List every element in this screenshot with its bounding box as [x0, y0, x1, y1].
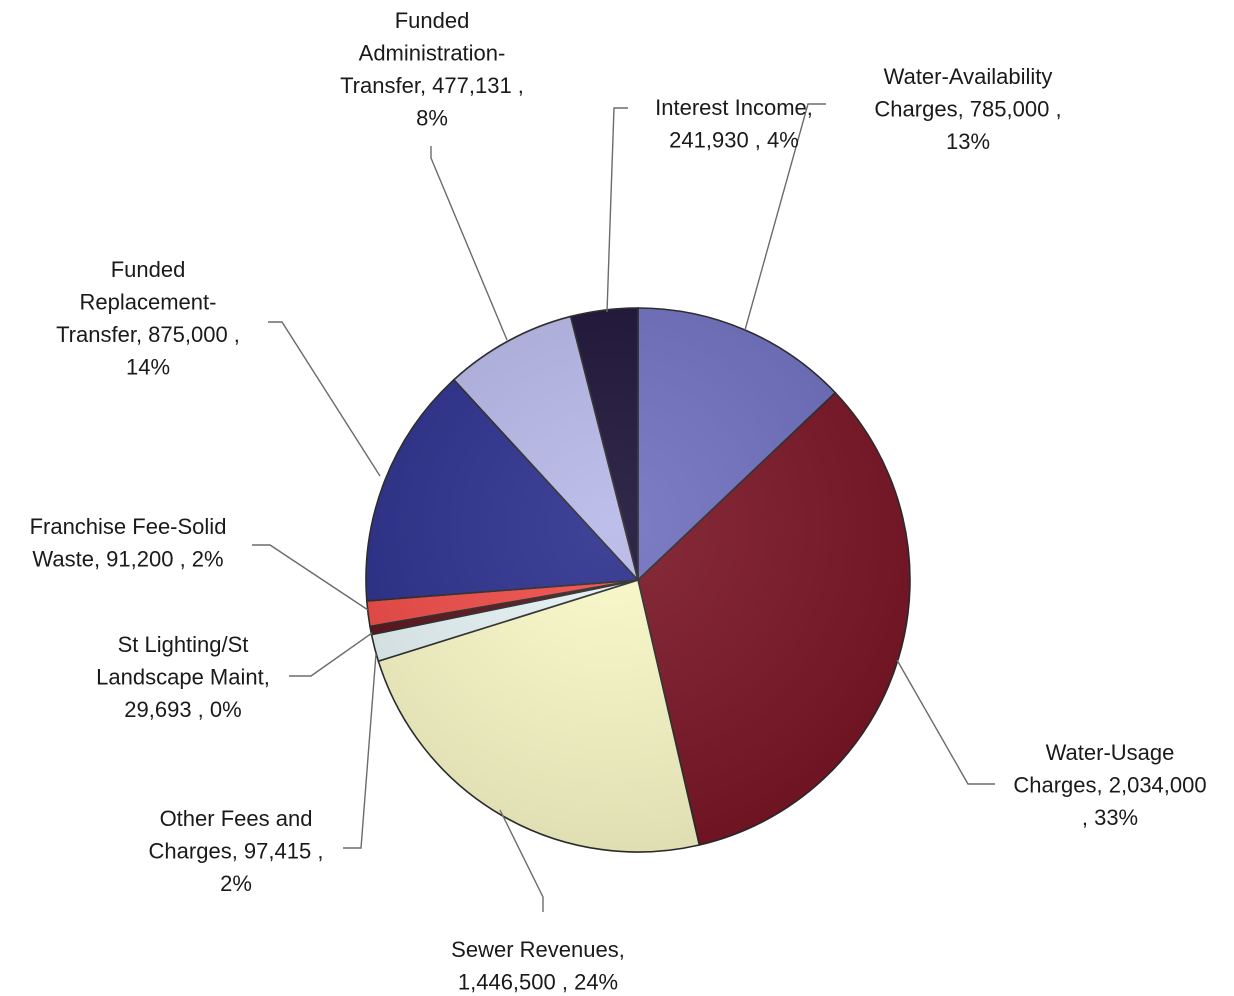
data-label-line: 13% — [946, 129, 990, 154]
data-label-interest-income: Interest Income, 241,930 , 4% — [655, 95, 813, 153]
data-label-line: 2% — [220, 871, 252, 896]
data-label-line: Replacement- — [80, 290, 217, 315]
data-label-water-usage-charges: Water-Usage Charges, 2,034,000 , 33% — [1013, 740, 1206, 830]
data-label-line: , 33% — [1082, 805, 1138, 830]
data-label-line: 29,693 , 0% — [124, 697, 241, 722]
data-label-st-lighting-st-landscape-maint: St Lighting/St Landscape Maint, 29,693 , 0… — [96, 632, 270, 722]
leader-line-interest-income — [606, 107, 628, 313]
data-label-line: Sewer Revenues, — [451, 937, 625, 962]
data-label-line: 8% — [416, 106, 448, 131]
data-label-line: Water-Usage — [1046, 740, 1175, 765]
data-label-sewer-revenues: Sewer Revenues, 1,446,500 , 24% — [451, 937, 625, 995]
data-label-line: Charges, 2,034,000 — [1013, 773, 1206, 798]
data-label-franchise-fee-solid-waste: Franchise Fee-Solid Waste, 91,200 , 2% — [30, 514, 227, 572]
data-label-funded-administration-transfer: Funded Administration- Transfer, 477,131 ,… — [340, 8, 524, 131]
leader-line-other-fees-and-charges — [343, 653, 377, 849]
data-label-funded-replacement-transfer: Funded Replacement- Transfer, 875,000 , 14% — [56, 257, 240, 380]
data-label-other-fees-and-charges: Other Fees and Charges, 97,415 , 2% — [149, 806, 324, 896]
data-label-line: Transfer, 875,000 , — [56, 322, 240, 347]
data-label-line: Charges, 97,415 , — [149, 839, 324, 864]
pie-slices — [365, 307, 911, 853]
data-label-line: Landscape Maint, — [96, 665, 270, 690]
leader-line-funded-replacement-transfer — [268, 321, 381, 477]
data-label-line: 241,930 , 4% — [669, 128, 799, 153]
data-label-water-availability-charges: Water-Availability Charges, 785,000 , 13% — [874, 64, 1061, 154]
leader-line-water-availability-charges — [744, 103, 826, 331]
data-labels: Water-Availability Charges, 785,000 , 13%W… — [30, 8, 1207, 995]
data-label-line: Other Fees and — [160, 806, 313, 831]
leader-line-funded-administration-transfer — [430, 146, 508, 341]
data-label-line: Funded — [395, 8, 470, 33]
data-label-line: 14% — [126, 355, 170, 380]
data-label-line: St Lighting/St — [118, 632, 249, 657]
leader-line-sewer-revenues — [499, 809, 544, 912]
data-label-line: Waste, 91,200 , 2% — [32, 547, 223, 572]
data-label-line: Funded — [111, 257, 186, 282]
leader-line-water-usage-charges — [896, 659, 995, 785]
leader-line-franchise-fee-solid-waste — [252, 544, 369, 611]
data-label-line: Interest Income, — [655, 95, 813, 120]
leader-line-st-lighting-st-landscape-maint — [289, 632, 373, 677]
data-label-line: 1,446,500 , 24% — [458, 970, 618, 995]
data-label-line: Charges, 785,000 , — [874, 97, 1061, 122]
pie-shading — [366, 308, 910, 852]
data-label-line: Franchise Fee-Solid — [30, 514, 227, 539]
data-label-line: Water-Availability — [884, 64, 1053, 89]
data-label-line: Transfer, 477,131 , — [340, 73, 524, 98]
data-label-line: Administration- — [359, 41, 506, 66]
leader-lines — [252, 103, 995, 912]
